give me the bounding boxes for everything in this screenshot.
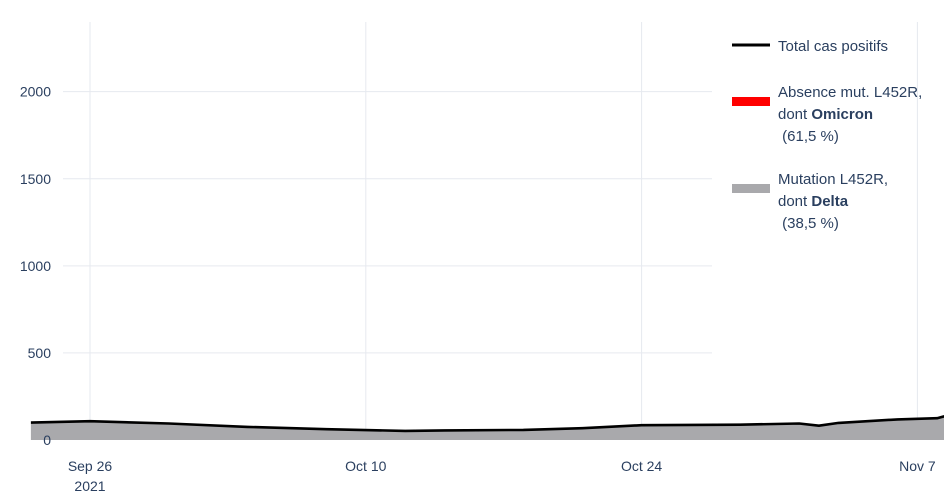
legend-label-delta-line: (38,5 %) — [778, 215, 839, 232]
y-axis: 0 500 1000 1500 2000 — [20, 84, 51, 448]
x-tick-sublabel: 2021 — [74, 478, 105, 494]
legend-label-omicron-line: dont Omicron — [778, 106, 873, 123]
y-tick-label: 500 — [28, 345, 52, 361]
x-tick-label: Oct 24 — [621, 458, 662, 474]
legend-label-total: Total cas positifs — [778, 38, 888, 55]
grid-lines — [63, 22, 918, 440]
x-tick-label: Sep 26 — [68, 458, 113, 474]
legend-label-omicron-line: Absence mut. L452R, — [778, 84, 922, 101]
delta-area — [30, 417, 944, 440]
total-line — [30, 415, 944, 433]
legend: Total cas positifs Absence mut. L452R, don… — [732, 38, 922, 232]
y-tick-label: 0 — [43, 432, 51, 448]
y-tick-label: 1500 — [20, 171, 51, 187]
area-series — [30, 416, 944, 440]
x-tick-label: Nov 7 — [899, 458, 936, 474]
line-series — [30, 415, 944, 433]
legend-swatch-delta — [732, 184, 770, 193]
legend-label-delta-line: Mutation L452R, — [778, 171, 888, 188]
y-tick-label: 2000 — [20, 84, 51, 100]
y-tick-label: 1000 — [20, 258, 51, 274]
legend-swatch-omicron — [732, 97, 770, 106]
legend-label-delta-line: dont Delta — [778, 193, 849, 210]
legend-label-omicron-line: (61,5 %) — [778, 128, 839, 145]
x-tick-label: Oct 10 — [345, 458, 386, 474]
